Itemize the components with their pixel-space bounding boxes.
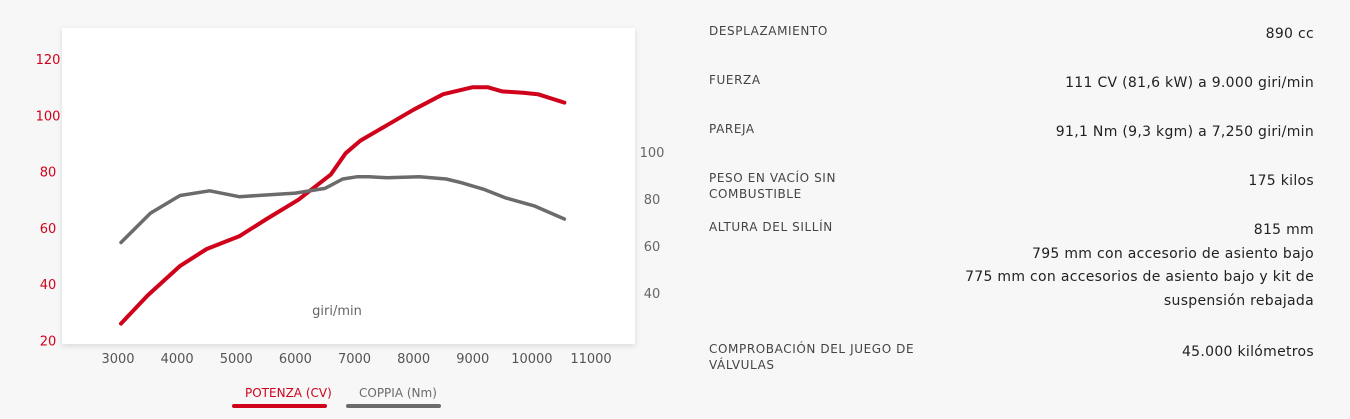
y-left-tick: 100 [36,109,61,124]
y-left-tick: 60 [40,222,57,237]
chart-panel [62,28,635,344]
x-tick: 11000 [570,352,611,367]
series-line-potenza [119,85,567,326]
spec-label: COMPROBACIÓN DEL JUEGO DE VÁLVULAS [709,342,915,372]
x-tick: 3000 [101,352,134,367]
y-right-tick: 40 [644,287,661,302]
x-tick: 8000 [397,352,430,367]
legend-swatch [346,404,441,408]
y-left-tick: 80 [40,166,57,181]
legend-item-potenza[interactable]: POTENZA (CV) [232,386,332,408]
y-right-tick: 100 [640,146,665,161]
legend-swatch [232,404,327,408]
legend: POTENZA (CV) COPPIA (Nm) [232,386,441,408]
spec-value-group: 890 cc [914,23,1314,47]
spec-value: 111 CV (81,6 kW) a 9.000 giri/min [1065,75,1314,91]
spec-value: 815 mm [1253,222,1314,238]
x-tick: 9000 [456,352,489,367]
spec-value-group: 45.000 kilómetros [914,341,1314,365]
ticks-layer: 20 40 60 80 100 120 40 60 80 100 3000 4000 5000 6000 7… [36,53,665,367]
series-line-coppia [119,174,567,245]
y-right-tick: 80 [644,193,661,208]
spec-value: 175 kilos [1248,173,1314,189]
spec-label: DESPLAZAMIENTO [709,24,828,38]
y-left-tick: 40 [40,278,57,293]
spec-label: PESO EN VACÍO SIN COMBUSTIBLE [709,171,837,201]
x-tick: 10000 [511,352,552,367]
x-axis-label: giri/min [312,304,362,319]
spec-label: PAREJA [709,122,755,136]
spec-value-group: 111 CV (81,6 kW) a 9.000 giri/min [914,72,1314,96]
legend-label: COPPIA (Nm) [359,386,437,400]
y-right-tick: 60 [644,240,661,255]
y-left-tick: 120 [36,53,61,68]
x-tick: 6000 [279,352,312,367]
x-tick: 5000 [220,352,253,367]
spec-value-group: 175 kilos [914,170,1314,194]
spec-label: ALTURA DEL SILLÍN [709,220,833,234]
spec-value-group: 815 mm 795 mm con accesorio de asiento ba… [914,219,1314,313]
performance-chart: 20 40 60 80 100 120 40 60 80 100 3000 4000 5000 6000 7… [36,28,665,408]
spec-value: 45.000 kilómetros [1181,344,1314,360]
legend-label: POTENZA (CV) [245,386,332,400]
y-left-tick: 20 [40,335,57,350]
x-tick: 4000 [161,352,194,367]
x-tick: 7000 [338,352,371,367]
spec-value: 890 cc [1265,26,1314,42]
spec-label: FUERZA [709,73,761,87]
spec-value-group: 91,1 Nm (9,3 kgm) a 7,250 giri/min [914,121,1314,145]
legend-item-coppia[interactable]: COPPIA (Nm) [346,386,441,408]
spec-value: 775 mm con accesorios de asiento bajo y … [965,269,1314,309]
series-layer [119,85,567,326]
spec-value: 91,1 Nm (9,3 kgm) a 7,250 giri/min [1055,124,1314,140]
spec-value: 795 mm con accesorio de asiento bajo [1031,245,1314,262]
